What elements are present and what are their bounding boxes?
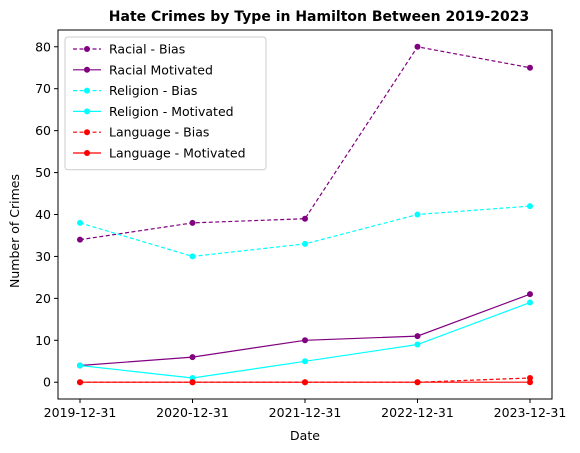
data-point-religion-bias: [527, 203, 533, 210]
x-tick-label: 2019-12-31: [44, 405, 117, 420]
legend-box: [64, 36, 267, 171]
x-tick-label: 2020-12-31: [156, 405, 229, 420]
y-tick-label: 50: [35, 165, 51, 180]
x-axis-label: Date: [290, 428, 320, 443]
x-tick-label: 2023-12-31: [494, 405, 567, 420]
y-tick-label: 20: [35, 291, 51, 306]
data-point-language-motivated: [414, 379, 421, 386]
data-point-religion-motivated: [414, 341, 421, 348]
data-point-religion-bias: [189, 253, 196, 260]
legend-marker-religion-bias: [84, 87, 90, 94]
legend-label-religion-bias: Religion - Bias: [109, 83, 197, 98]
data-point-religion-motivated: [302, 358, 308, 365]
y-tick-label: 80: [35, 39, 51, 54]
legend: Racial - Bias Racial Motivated Religion - …: [64, 36, 267, 171]
data-point-religion-bias: [414, 211, 421, 218]
data-point-religion-motivated: [77, 362, 83, 369]
series-line-racial-motivated: [79, 293, 531, 367]
x-tick-label: 2022-12-31: [381, 405, 454, 420]
y-tick-label: 70: [35, 81, 51, 96]
legend-label-religion-motivated: Religion - Motivated: [109, 104, 234, 119]
series-line-racial-bias: [79, 46, 531, 241]
legend-marker-religion-motivated: [84, 108, 90, 115]
data-point-racial-bias: [302, 215, 308, 222]
data-point-racial-motivated: [189, 354, 196, 361]
data-point-racial-motivated: [527, 291, 533, 298]
data-point-racial-bias: [414, 43, 421, 50]
data-point-religion-bias: [302, 240, 308, 247]
y-tick-label: 10: [35, 333, 51, 348]
data-point-religion-motivated: [189, 375, 196, 382]
data-point-religion-motivated: [527, 299, 533, 306]
y-tick-label: 40: [35, 207, 51, 222]
legend-marker-language-bias: [84, 129, 90, 136]
chart-title: Hate Crimes by Type in Hamilton Between …: [109, 9, 529, 25]
legend-label-language-motivated: Language - Motivated: [109, 146, 246, 161]
data-point-racial-motivated: [414, 333, 421, 340]
data-point-racial-bias: [77, 236, 83, 243]
legend-marker-racial-motivated: [84, 66, 90, 73]
y-tick-label: 30: [35, 249, 51, 264]
data-point-language-bias: [527, 375, 533, 382]
data-point-racial-motivated: [302, 337, 308, 344]
y-tick-label: 60: [35, 123, 51, 138]
data-point-language-motivated: [527, 379, 533, 386]
legend-label-racial-motivated: Racial Motivated: [109, 62, 213, 77]
legend-marker-language-motivated: [84, 150, 90, 156]
data-point-religion-bias: [77, 219, 83, 226]
data-point-racial-bias: [527, 64, 533, 71]
x-tick-label: 2021-12-31: [269, 405, 342, 420]
data-point-racial-bias: [189, 219, 196, 226]
data-point-language-motivated: [302, 379, 308, 386]
data-point-language-motivated: [189, 379, 196, 386]
series-line-religion-bias: [79, 205, 531, 258]
legend-marker-racial-bias: [84, 46, 90, 52]
data-point-language-motivated: [77, 379, 83, 386]
legend-label-racial-bias: Racial - Bias: [109, 42, 185, 57]
legend-label-language-bias: Language - Bias: [109, 125, 209, 140]
y-axis-label: Number of Crimes: [7, 174, 22, 288]
y-tick-label: 0: [43, 375, 51, 390]
plot-area: 0 10 20 30 40 50 60 70 80 2019-12-31 2020-12-31 202…: [35, 29, 567, 420]
